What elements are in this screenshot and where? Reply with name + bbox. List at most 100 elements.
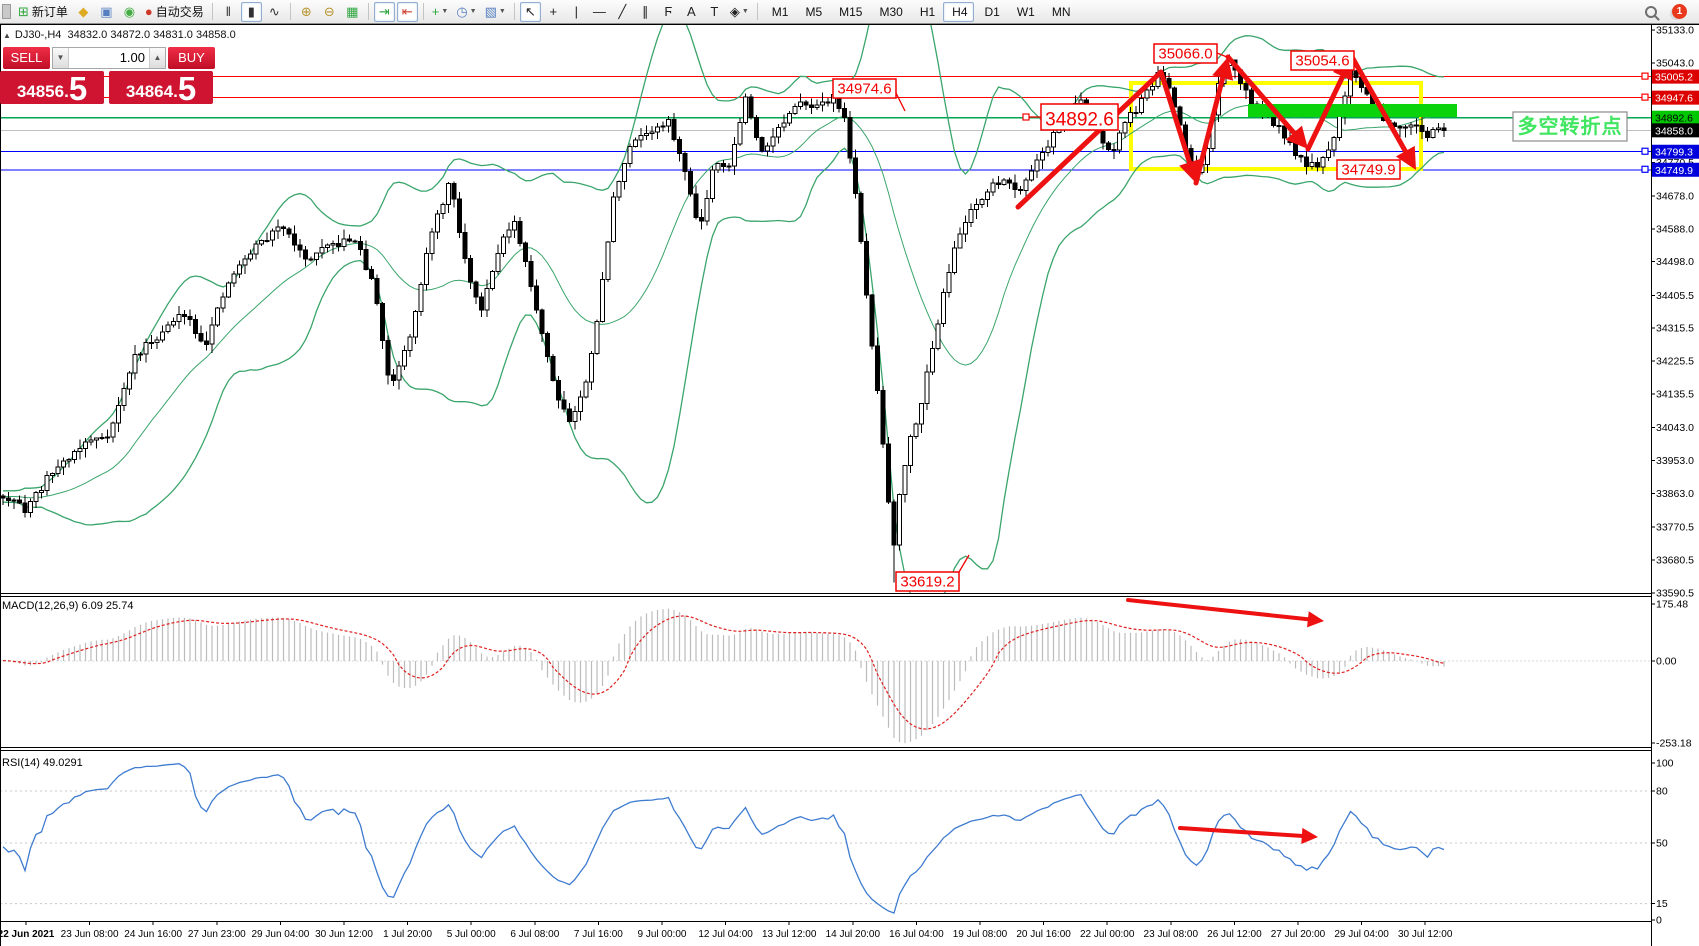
- styler-button[interactable]: ◆: [73, 2, 94, 22]
- toolbar-separator: [756, 3, 758, 20]
- periodicity-button[interactable]: ◷ ▼: [453, 2, 479, 22]
- rsi-tick: 15: [1656, 898, 1668, 910]
- sell-price-main: 34856: [16, 82, 65, 101]
- time-label: 12 Jul 04:00: [698, 929, 753, 940]
- annotation-box: [1040, 103, 1119, 131]
- rsi-label: RSI(14) 49.0291: [2, 757, 83, 769]
- time-label: 16 Jul 04:00: [889, 929, 944, 940]
- periodicity-icon: ◷: [456, 4, 468, 19]
- new-order-icon: ⊞: [18, 4, 29, 19]
- styler-icon: ◆: [78, 4, 89, 19]
- indicators-button[interactable]: + ▼: [429, 2, 452, 22]
- annotation-box: [895, 571, 960, 592]
- time-label: 20 Jul 16:00: [1016, 929, 1071, 940]
- cursor-button[interactable]: ↖: [519, 1, 541, 22]
- time-label: 22 Jul 00:00: [1080, 929, 1135, 940]
- timeframe-m15[interactable]: M15: [839, 4, 863, 19]
- price-tick: 33770.5: [1656, 522, 1694, 534]
- chart-shift-button[interactable]: ⇤: [396, 1, 418, 22]
- time-label: 1 Jul 20:00: [383, 929, 432, 940]
- tile-windows-icon: ▦: [346, 4, 359, 19]
- price-tick: 34588.0: [1656, 223, 1694, 235]
- trendline-button[interactable]: ╱: [612, 2, 633, 22]
- horizontal-line-button[interactable]: —: [589, 2, 610, 22]
- volume-box: ▼ 1.00 ▲: [52, 47, 166, 69]
- chevron-down-icon: ▼: [469, 8, 477, 15]
- market-watch-button[interactable]: ▣: [96, 2, 117, 22]
- sell-price-display[interactable]: 34856. 5: [0, 70, 104, 107]
- price-axis: 35133.035043.034770.534678.034588.034498…: [1641, 25, 1699, 927]
- rsi-line: [2, 763, 1445, 914]
- notification-badge: 1: [1672, 4, 1687, 19]
- equidistant-channel-icon: ∥: [642, 4, 649, 19]
- price-tick: 34498.0: [1656, 256, 1694, 268]
- cursor-icon: ↖: [524, 4, 536, 19]
- market-watch-icon: ▣: [100, 4, 113, 19]
- volume-input[interactable]: 1.00: [119, 50, 145, 65]
- window-menu-sliver: [2, 4, 11, 19]
- rsi-pane: [0, 763, 1651, 914]
- crosshair-button[interactable]: +: [543, 2, 564, 22]
- macd-tick: 0.00: [1656, 656, 1677, 668]
- zoom-out-button[interactable]: ⊖: [319, 2, 340, 22]
- toolbar-separator: [367, 3, 369, 20]
- time-label: 27 Jul 20:00: [1271, 929, 1326, 940]
- timeframe-h4[interactable]: H4: [943, 1, 974, 22]
- price-tick: 34225.5: [1656, 356, 1694, 368]
- text-button[interactable]: A: [681, 2, 702, 22]
- buy-price-pips: 5: [177, 70, 197, 107]
- annotation-box: [1153, 43, 1218, 64]
- shapes-button[interactable]: ◈ ▼: [727, 2, 752, 22]
- candlestick-chart-icon: ▮: [247, 4, 255, 19]
- line-chart-button[interactable]: ∿: [264, 2, 285, 22]
- rsi-tick: 0: [1656, 915, 1662, 927]
- annotation-label: 35066.0: [1158, 46, 1212, 63]
- chart-shift-icon: ⇤: [401, 4, 413, 19]
- volume-decrease-button[interactable]: ▼: [53, 48, 69, 68]
- bar-chart-button[interactable]: ‖: [218, 2, 239, 22]
- timeframe-d1[interactable]: D1: [984, 4, 1000, 19]
- autotrading-icon: ●: [144, 4, 153, 19]
- sell-price-pips: 5: [68, 70, 88, 107]
- timeframe-w1[interactable]: W1: [1016, 4, 1035, 19]
- bollinger-middle-band: [3, 104, 1445, 499]
- price-badge: 34749.9: [1655, 165, 1693, 177]
- zoom-in-button[interactable]: ⊕: [296, 2, 317, 22]
- timeframe-m5[interactable]: M5: [805, 4, 823, 19]
- turning-point-note: 多空转折点: [1518, 114, 1623, 138]
- timeframe-m1[interactable]: M1: [771, 4, 789, 19]
- search-button[interactable]: [1640, 2, 1661, 22]
- new-order-button[interactable]: ⊞ 新订单: [18, 4, 68, 19]
- sell-button[interactable]: SELL: [3, 47, 50, 69]
- template-button[interactable]: ▧ ▼: [482, 2, 509, 22]
- annotation-label: 34892.6: [1045, 110, 1114, 131]
- vertical-line-button[interactable]: |: [566, 2, 587, 22]
- auto-scroll-button[interactable]: ⇥: [373, 1, 395, 22]
- time-label: 13 Jul 12:00: [762, 929, 817, 940]
- price-badge: 34858.0: [1655, 125, 1693, 137]
- equidistant-channel-button[interactable]: ∥: [635, 2, 656, 22]
- buy-price-display[interactable]: 34864. 5: [109, 70, 213, 107]
- timeframe-m30[interactable]: M30: [879, 4, 903, 19]
- timeframe-h1[interactable]: H1: [919, 4, 936, 19]
- annotation-label: 34974.6: [837, 81, 891, 98]
- price-tick: 33590.5: [1656, 587, 1694, 599]
- zoom-out-icon: ⊖: [323, 4, 335, 19]
- rsi-tick: 100: [1656, 758, 1674, 770]
- signals-button[interactable]: ◉: [119, 2, 140, 22]
- autotrading-button[interactable]: ● 自动交易: [144, 4, 204, 19]
- fibonacci-button[interactable]: Ϝ: [658, 2, 679, 22]
- candlestick-chart-button[interactable]: ▮: [240, 1, 262, 22]
- tile-windows-button[interactable]: ▦: [342, 2, 363, 22]
- label-button[interactable]: T: [704, 2, 725, 22]
- time-label: 7 Jul 16:00: [574, 929, 623, 940]
- bar-chart-icon: ‖: [225, 4, 231, 19]
- chevron-down-icon: ▼: [441, 8, 449, 15]
- timeframe-mn[interactable]: MN: [1051, 4, 1071, 19]
- buy-button[interactable]: BUY: [168, 47, 215, 69]
- macd-tick: -253.18: [1656, 738, 1692, 750]
- volume-increase-button[interactable]: ▲: [149, 48, 165, 68]
- notifications-button[interactable]: 1: [1669, 2, 1690, 22]
